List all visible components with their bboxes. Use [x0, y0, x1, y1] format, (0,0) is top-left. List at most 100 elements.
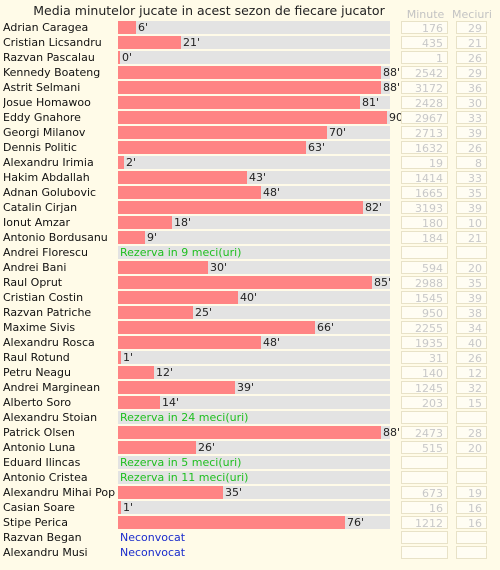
- minutes-cell: 515: [401, 441, 448, 455]
- minutes-bar-track: 25': [118, 306, 390, 319]
- matches-column-header: Meciuri: [452, 8, 492, 21]
- matches-cell: [456, 531, 487, 544]
- player-row: Adnan Golubovic 48' 1665 35: [0, 185, 500, 200]
- minutes-bar: [118, 51, 120, 64]
- player-row: Maxime Sivis 66' 2255 34: [0, 320, 500, 335]
- player-row: Petru Neagu 12' 140 12: [0, 365, 500, 380]
- matches-cell: 20: [456, 441, 487, 455]
- matches-cell: 16: [456, 501, 487, 515]
- minutes-cell: [401, 471, 448, 484]
- minutes-bar-track: 1': [118, 501, 390, 514]
- minutes-bar: [118, 186, 261, 199]
- minutes-bar-track: Rezerva in 11 meci(uri): [118, 471, 390, 484]
- player-name: Razvan Patriche: [3, 306, 92, 319]
- minutes-bar-track: 12': [118, 366, 390, 379]
- matches-cell: [456, 246, 487, 259]
- player-row: Alexandru Musi Neconvocat: [0, 545, 500, 560]
- player-row: Andrei Bani 30' 594 20: [0, 260, 500, 275]
- minutes-bar-track: 70': [118, 126, 390, 139]
- matches-cell: [456, 411, 487, 424]
- minutes-cell: 1935: [401, 336, 448, 350]
- minutes-cell: 1545: [401, 291, 448, 305]
- player-name: Adrian Caragea: [3, 21, 89, 34]
- minutes-bar: [118, 126, 327, 139]
- minutes-bar-track: 82': [118, 201, 390, 214]
- minutes-cell: 180: [401, 216, 448, 230]
- minutes-bar-track: 1': [118, 351, 390, 364]
- player-row: Andrei Marginean 39' 1245 32: [0, 380, 500, 395]
- minutes-column-header: Minute: [406, 8, 445, 21]
- matches-cell: 16: [456, 516, 487, 530]
- matches-cell: 29: [456, 21, 487, 35]
- minutes-bar-track: 76': [118, 516, 390, 529]
- matches-cell: 20: [456, 261, 487, 275]
- minutes-bar: [118, 426, 381, 439]
- player-row: Stipe Perica 76' 1212 16: [0, 515, 500, 530]
- minutes-bar: [118, 321, 315, 334]
- player-name: Patrick Olsen: [3, 426, 75, 439]
- matches-cell: 38: [456, 306, 487, 320]
- minutes-bar-track: 18': [118, 216, 390, 229]
- player-name: Antonio Cristea: [3, 471, 88, 484]
- player-row: Catalin Cirjan 82' 3193 39: [0, 200, 500, 215]
- matches-cell: 21: [456, 231, 487, 245]
- minutes-bar: [118, 351, 121, 364]
- average-minutes-label: 18': [174, 216, 192, 229]
- minutes-bar-track: Rezerva in 24 meci(uri): [118, 411, 390, 424]
- minutes-bar-track: 90': [118, 111, 406, 124]
- average-minutes-label: 85': [374, 276, 392, 289]
- player-name: Josue Homawoo: [3, 96, 91, 109]
- minutes-bar-track: 88': [118, 81, 400, 94]
- minutes-cell: 1212: [401, 516, 448, 530]
- player-row: Raul Oprut 85' 2988 35: [0, 275, 500, 290]
- player-name: Stipe Perica: [3, 516, 68, 529]
- minutes-cell: 1414: [401, 171, 448, 185]
- player-name: Eduard Ilincas: [3, 456, 81, 469]
- minutes-bar-track: 2': [118, 156, 390, 169]
- minutes-bar-track: 85': [118, 276, 392, 289]
- minutes-cell: 31: [401, 351, 448, 365]
- minutes-bar-track: 48': [118, 336, 390, 349]
- average-minutes-label: 48': [263, 186, 281, 199]
- minutes-bar: [118, 141, 306, 154]
- player-row: Antonio Bordusanu 9' 184 21: [0, 230, 500, 245]
- minutes-bar-track: 9': [118, 231, 390, 244]
- matches-cell: 12: [456, 366, 487, 380]
- minutes-bar: [118, 501, 121, 514]
- reserve-note: Rezerva in 11 meci(uri): [120, 471, 249, 484]
- player-name: Casian Soare: [3, 501, 75, 514]
- player-name: Alexandru Musi: [3, 546, 88, 559]
- average-minutes-label: 30': [210, 261, 228, 274]
- minutes-cell: 2542: [401, 66, 448, 80]
- average-minutes-label: 88': [383, 81, 401, 94]
- average-minutes-label: 21': [183, 36, 201, 49]
- average-minutes-label: 66': [317, 321, 335, 334]
- minutes-bar-track: 43': [118, 171, 390, 184]
- player-row: Eddy Gnahore 90' 2967 33: [0, 110, 500, 125]
- minutes-bar: [118, 171, 247, 184]
- minutes-bar: [118, 306, 193, 319]
- player-row: Hakim Abdallah 43' 1414 33: [0, 170, 500, 185]
- average-minutes-label: 2': [126, 156, 137, 169]
- average-minutes-label: 81': [362, 96, 380, 109]
- average-minutes-label: 35': [225, 486, 243, 499]
- minutes-bar: [118, 156, 124, 169]
- minutes-bar-track: 30': [118, 261, 390, 274]
- minutes-cell: 203: [401, 396, 448, 410]
- matches-cell: 30: [456, 96, 487, 110]
- minutes-cell: 140: [401, 366, 448, 380]
- matches-cell: 26: [456, 351, 487, 365]
- average-minutes-label: 1': [123, 351, 134, 364]
- matches-cell: 32: [456, 381, 487, 395]
- minutes-bar-track: 81': [118, 96, 390, 109]
- player-name: Catalin Cirjan: [3, 201, 78, 214]
- minutes-bar: [118, 276, 372, 289]
- matches-cell: 33: [456, 111, 487, 125]
- minutes-cell: [401, 246, 448, 259]
- player-row: Antonio Cristea Rezerva in 11 meci(uri): [0, 470, 500, 485]
- minutes-cell: 2988: [401, 276, 448, 290]
- average-minutes-label: 63': [308, 141, 326, 154]
- minutes-bar: [118, 201, 363, 214]
- matches-cell: 26: [456, 51, 487, 65]
- player-name: Alexandru Mihai Pop: [3, 486, 116, 499]
